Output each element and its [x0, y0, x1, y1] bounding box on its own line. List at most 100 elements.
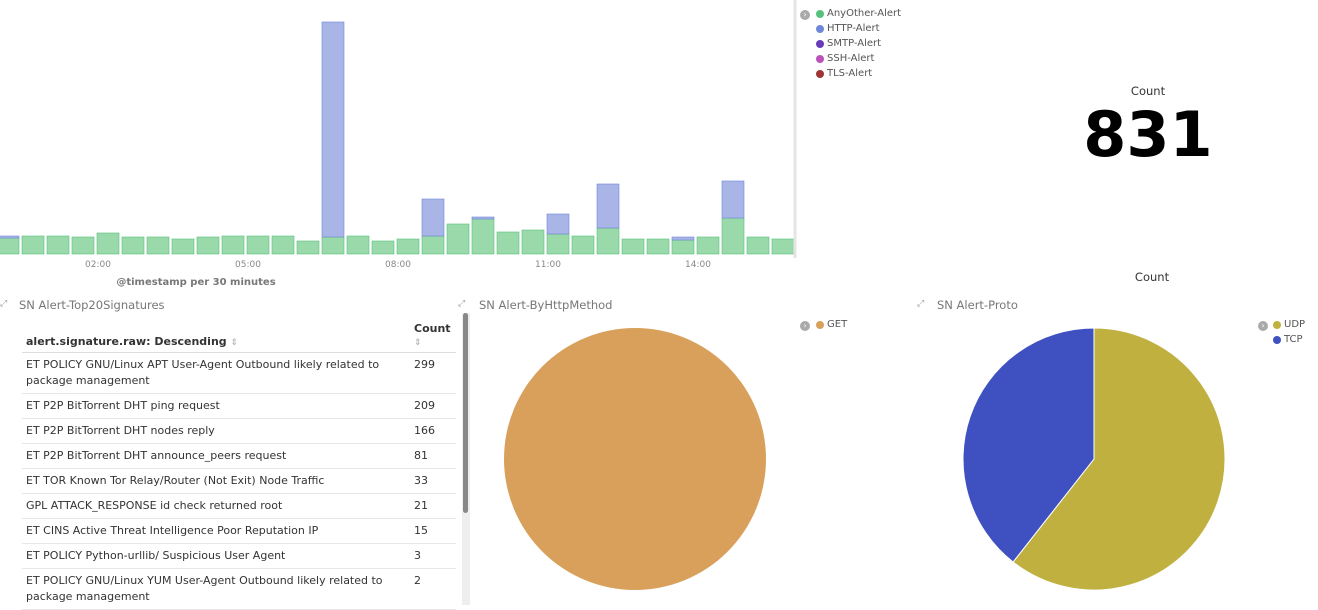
- legend-dot-icon: [1273, 335, 1281, 344]
- bar-anyother-alert[interactable]: [71, 236, 95, 255]
- bar-anyother-alert[interactable]: [546, 233, 570, 255]
- bar-anyother-alert[interactable]: [421, 235, 445, 255]
- signature-cell[interactable]: GPL ATTACK_RESPONSE id check returned ro…: [22, 493, 410, 519]
- histogram-legend: AnyOther-Alert HTTP-Alert SMTP-Alert SSH-Al…: [816, 6, 901, 81]
- bar-anyother-alert[interactable]: [271, 235, 295, 255]
- table-row: ET CINS Active Threat Intelligence Poor …: [22, 518, 456, 544]
- bar-anyother-alert[interactable]: [721, 217, 745, 255]
- bar-http-alert[interactable]: [471, 216, 495, 220]
- expand-icon[interactable]: ⤢: [0, 299, 8, 309]
- table-row: ET P2P BitTorrent DHT ping request 209: [22, 393, 456, 419]
- signature-cell[interactable]: ET CINS Active Threat Intelligence Poor …: [22, 518, 410, 544]
- bar-anyother-alert[interactable]: [21, 235, 45, 255]
- table-row: GPL ATTACK_RESPONSE id check returned ro…: [22, 493, 456, 519]
- bar-anyother-alert[interactable]: [371, 240, 395, 255]
- signature-cell[interactable]: ET POLICY GNU/Linux APT User-Agent Outbo…: [22, 352, 410, 394]
- bar-anyother-alert[interactable]: [346, 235, 370, 255]
- scrollbar-thumb[interactable]: [463, 313, 468, 513]
- signatures-table-wrap: alert.signature.raw: Descending ⇕ Count ⇕…: [22, 318, 458, 610]
- bar-anyother-alert[interactable]: [496, 231, 520, 255]
- count-cell: 166: [410, 418, 456, 444]
- count-cell: 209: [410, 393, 456, 419]
- bar-anyother-alert[interactable]: [646, 238, 670, 255]
- bar-anyother-alert[interactable]: [671, 239, 695, 255]
- table-scrollbar[interactable]: [462, 313, 470, 605]
- legend-label: SSH-Alert: [827, 53, 875, 64]
- signature-cell[interactable]: ET TOR Known Tor Relay/Router (Not Exit)…: [22, 468, 410, 494]
- bar-anyother-alert[interactable]: [0, 237, 20, 255]
- panel-title-proto: SN Alert-Proto: [937, 298, 1018, 312]
- legend-dot-icon: [816, 9, 824, 18]
- signature-cell[interactable]: ET P2P BitTorrent DHT announce_peers req…: [22, 443, 410, 469]
- legend-dot-icon: [816, 54, 824, 63]
- legend-label: TLS-Alert: [827, 68, 873, 79]
- legend-item[interactable]: TCP: [1273, 332, 1305, 347]
- bar-anyother-alert[interactable]: [171, 238, 195, 255]
- bar-anyother-alert[interactable]: [296, 240, 320, 255]
- x-tick-label: 11:00: [535, 260, 561, 270]
- x-tick-label: 08:00: [385, 260, 411, 270]
- expand-icon[interactable]: ⤢: [917, 299, 925, 309]
- sort-icon[interactable]: ⇕: [414, 338, 422, 348]
- bar-anyother-alert[interactable]: [321, 236, 345, 255]
- bar-anyother-alert[interactable]: [221, 235, 245, 255]
- pie-slice-tcp[interactable]: [962, 327, 1095, 563]
- sort-icon[interactable]: ⇕: [230, 338, 239, 348]
- bar-http-alert[interactable]: [721, 180, 745, 219]
- count-cell: 81: [410, 443, 456, 469]
- bar-anyother-alert[interactable]: [596, 227, 620, 255]
- legend-toggle-icon[interactable]: ›: [1258, 321, 1268, 331]
- bar-anyother-alert[interactable]: [146, 236, 170, 255]
- bar-anyother-alert[interactable]: [121, 236, 145, 255]
- legend-item[interactable]: UDP: [1273, 317, 1305, 332]
- bar-http-alert[interactable]: [0, 235, 20, 239]
- header-label: alert.signature.raw: Descending: [26, 335, 227, 348]
- bar-anyother-alert[interactable]: [746, 236, 770, 255]
- legend-label: GET: [827, 319, 848, 330]
- bar-anyother-alert[interactable]: [571, 235, 595, 255]
- legend-item[interactable]: GET: [816, 317, 847, 332]
- bar-http-alert[interactable]: [421, 198, 445, 237]
- legend-item[interactable]: AnyOther-Alert: [816, 6, 901, 21]
- column-header-count[interactable]: Count ⇕: [410, 318, 456, 353]
- signature-cell[interactable]: ET POLICY GNU/Linux YUM User-Agent Outbo…: [22, 568, 410, 610]
- x-tick-label: 02:00: [85, 260, 111, 270]
- legend-toggle-icon[interactable]: ›: [800, 10, 810, 20]
- bar-anyother-alert[interactable]: [471, 218, 495, 255]
- bar-anyother-alert[interactable]: [246, 235, 270, 255]
- bar-anyother-alert[interactable]: [396, 238, 420, 255]
- count-cell: 2: [410, 568, 456, 610]
- table-row: ET TOR Known Tor Relay/Router (Not Exit)…: [22, 468, 456, 494]
- legend-toggle-icon[interactable]: ›: [800, 321, 810, 331]
- legend-dot-icon: [816, 320, 824, 329]
- bar-anyother-alert[interactable]: [446, 223, 470, 255]
- pie-slice-udp[interactable]: [1012, 327, 1226, 591]
- bar-http-alert[interactable]: [596, 183, 620, 229]
- bar-anyother-alert[interactable]: [771, 238, 795, 255]
- bar-http-alert[interactable]: [321, 21, 345, 238]
- signature-cell[interactable]: ET P2P BitTorrent DHT nodes reply: [22, 418, 410, 444]
- pie-slice-get[interactable]: [504, 328, 766, 590]
- signature-cell[interactable]: ET POLICY Python-urllib/ Suspicious User…: [22, 543, 410, 569]
- legend-label: SMTP-Alert: [827, 38, 882, 49]
- legend-dot-icon: [816, 69, 824, 78]
- bar-http-alert[interactable]: [671, 236, 695, 241]
- count-cell: 21: [410, 493, 456, 519]
- bar-http-alert[interactable]: [546, 213, 570, 235]
- signature-cell[interactable]: ET P2P BitTorrent DHT ping request: [22, 393, 410, 419]
- bar-anyother-alert[interactable]: [696, 236, 720, 255]
- bar-anyother-alert[interactable]: [46, 235, 70, 255]
- legend-item[interactable]: SMTP-Alert: [816, 36, 901, 51]
- expand-icon[interactable]: ⤢: [458, 299, 466, 309]
- legend-item[interactable]: SSH-Alert: [816, 51, 901, 66]
- bar-anyother-alert[interactable]: [621, 238, 645, 255]
- bar-anyother-alert[interactable]: [521, 229, 545, 255]
- legend-item[interactable]: HTTP-Alert: [816, 21, 901, 36]
- column-header-signature[interactable]: alert.signature.raw: Descending ⇕: [22, 318, 410, 353]
- legend-item[interactable]: TLS-Alert: [816, 66, 901, 81]
- signatures-table: alert.signature.raw: Descending ⇕ Count ⇕…: [22, 318, 456, 610]
- bar-anyother-alert[interactable]: [196, 236, 220, 255]
- metric-value: 831: [1083, 98, 1213, 171]
- bar-anyother-alert[interactable]: [96, 232, 120, 255]
- legend-dot-icon: [1273, 320, 1281, 329]
